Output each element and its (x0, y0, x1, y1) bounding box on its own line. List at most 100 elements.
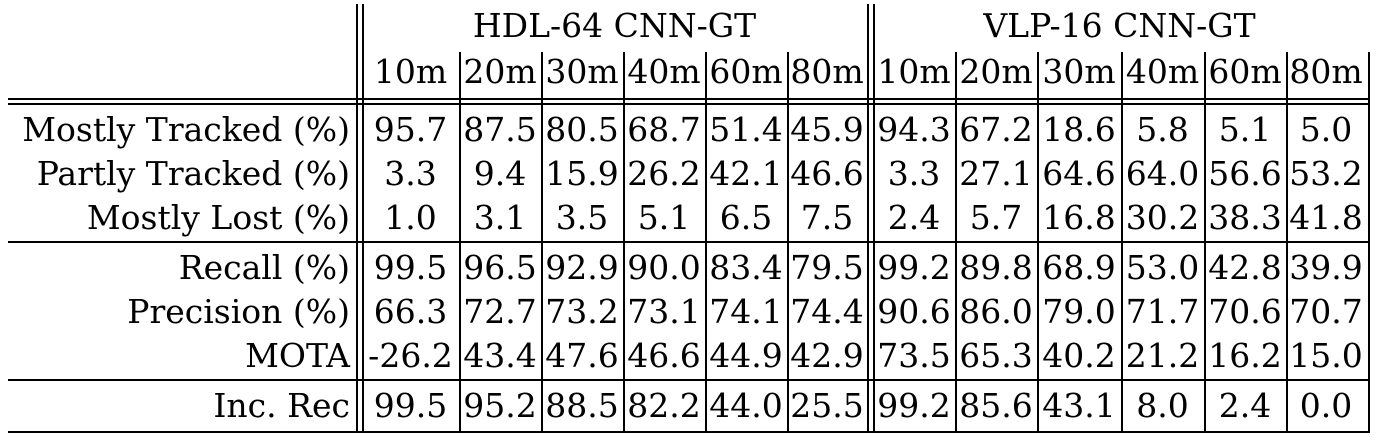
table-cell: 99.5 (373, 386, 448, 425)
table-cell: 6.5 (719, 198, 773, 237)
table-cell: 3.5 (555, 198, 609, 237)
table-cell: 70.7 (1289, 292, 1363, 331)
column-header: 40m (627, 52, 701, 91)
vrule-column (1286, 52, 1288, 432)
group-header-hdl64: HDL-64 CNN-GT (472, 6, 757, 45)
table-cell: 42.9 (790, 336, 864, 375)
vrule-column (1204, 52, 1206, 432)
table-cell: 30.2 (1125, 198, 1200, 237)
table-cell: 18.6 (1042, 110, 1116, 149)
header-rule-bottom (8, 103, 1370, 105)
table-cell: 46.6 (627, 336, 701, 375)
column-header: 60m (709, 52, 783, 91)
table-cell: 87.5 (463, 110, 537, 149)
table-cell: 65.3 (959, 336, 1033, 375)
column-header: 10m (373, 52, 448, 91)
table-cell: 66.3 (373, 292, 448, 331)
row-label: Precision (%) (127, 292, 350, 331)
vrule-column (1037, 52, 1039, 432)
table-cell: 8.0 (1136, 386, 1189, 425)
table-cell: 5.0 (1299, 110, 1353, 149)
vrule-group-left (867, 4, 869, 432)
table-cell: 51.4 (709, 110, 783, 149)
vrule-column (459, 52, 461, 432)
group-header-vlp16: VLP-16 CNN-GT (983, 6, 1256, 45)
table-cell: 44.9 (709, 336, 783, 375)
vrule-column (705, 52, 707, 432)
column-header: 20m (959, 52, 1033, 91)
vrule-label-right (362, 4, 364, 432)
table-cell: 27.1 (959, 154, 1033, 193)
table-cell: 95.2 (463, 386, 537, 425)
column-header: 10m (877, 52, 951, 91)
table-cell: 92.9 (545, 248, 619, 287)
table-cell: 56.6 (1208, 154, 1282, 193)
column-header: 30m (1042, 52, 1116, 91)
table-cell: 2.4 (887, 198, 941, 237)
table-cell: 47.6 (545, 336, 619, 375)
table-cell: 41.8 (1289, 198, 1363, 237)
table-cell: 74.1 (709, 292, 783, 331)
row-label: Mostly Lost (%) (86, 198, 350, 237)
table-cell: 1.0 (384, 198, 437, 237)
table-cell: 64.0 (1125, 154, 1200, 193)
table-cell: 68.7 (627, 110, 701, 149)
table-cell: 3.3 (887, 154, 941, 193)
table-cell: 79.5 (790, 248, 864, 287)
column-header: 40m (1125, 52, 1200, 91)
vrule-column (955, 52, 957, 432)
table-cell: 95.7 (373, 110, 448, 149)
table-cell: 82.2 (627, 386, 701, 425)
table-cell: 45.9 (790, 110, 864, 149)
vrule-label-left (356, 4, 358, 432)
vrule-right (1368, 52, 1370, 432)
table-cell: 72.7 (463, 292, 537, 331)
table-cell: 3.3 (384, 154, 437, 193)
vrule-column (1121, 52, 1123, 432)
table-cell: 39.9 (1289, 248, 1363, 287)
column-header: 80m (1289, 52, 1363, 91)
table-cell: 71.7 (1125, 292, 1200, 331)
bottom-rule (8, 431, 1370, 433)
table-cell: 53.0 (1125, 248, 1200, 287)
table-cell: 80.5 (545, 110, 619, 149)
table-cell: 83.4 (709, 248, 783, 287)
table-cell: 73.1 (627, 292, 701, 331)
section-rule-2 (8, 379, 1370, 381)
table-cell: 16.2 (1208, 336, 1282, 375)
section-rule-1 (8, 241, 1370, 243)
table-cell: 96.5 (463, 248, 537, 287)
table-cell: 7.5 (800, 198, 854, 237)
table-cell: 40.2 (1042, 336, 1116, 375)
table-cell: 73.2 (545, 292, 619, 331)
table-cell: 53.2 (1289, 154, 1363, 193)
table-cell: 43.4 (463, 336, 537, 375)
column-header: 30m (545, 52, 619, 91)
row-label: MOTA (245, 336, 350, 375)
table-cell: 5.1 (1218, 110, 1272, 149)
table-cell: 88.5 (545, 386, 619, 425)
table-cell: 5.8 (1136, 110, 1189, 149)
row-label: Mostly Tracked (%) (22, 110, 350, 149)
table-cell: 99.2 (877, 386, 951, 425)
table-cell: -26.2 (368, 336, 453, 375)
table-cell: 43.1 (1042, 386, 1116, 425)
column-header: 20m (463, 52, 537, 91)
table-cell: 42.1 (709, 154, 783, 193)
table-cell: 74.4 (790, 292, 864, 331)
table-cell: 21.2 (1125, 336, 1200, 375)
vrule-column (787, 52, 789, 432)
table-cell: 5.7 (969, 198, 1023, 237)
vrule-column (541, 52, 543, 432)
table-cell: 64.6 (1042, 154, 1116, 193)
table-cell: 86.0 (959, 292, 1033, 331)
row-label: Inc. Rec (213, 386, 350, 425)
table-cell: 15.9 (545, 154, 619, 193)
table-cell: 99.2 (877, 248, 951, 287)
table-cell: 2.4 (1218, 386, 1272, 425)
table-cell: 42.8 (1208, 248, 1282, 287)
table-cell: 90.6 (877, 292, 951, 331)
table-cell: 73.5 (877, 336, 951, 375)
vrule-group-right (873, 4, 875, 432)
table-cell: 46.6 (790, 154, 864, 193)
